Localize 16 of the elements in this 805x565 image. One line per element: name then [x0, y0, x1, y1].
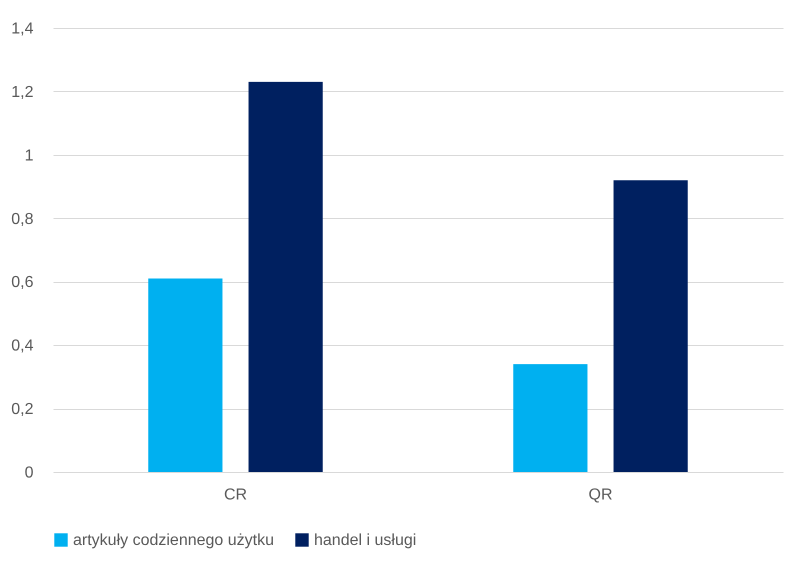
bar	[513, 364, 588, 472]
bar	[148, 278, 222, 472]
y-tick-label: 0,2	[11, 401, 34, 418]
y-tick-label: 1,4	[11, 20, 34, 38]
legend-label: artykuły codziennego użytku	[73, 532, 274, 549]
y-tick-label: 0	[24, 464, 34, 482]
y-tick-label: 1	[24, 147, 34, 164]
x-tick-label: QR	[588, 486, 612, 504]
y-tick-label: 1,2	[11, 84, 34, 101]
legend-label: handel i usługi	[314, 532, 416, 549]
x-tick-label: CR	[224, 486, 248, 504]
y-tick-label: 0,4	[11, 338, 34, 355]
bar	[614, 180, 688, 472]
y-tick-label: 0,6	[11, 274, 34, 292]
y-tick-label: 0,8	[11, 210, 34, 228]
bar	[248, 82, 323, 472]
